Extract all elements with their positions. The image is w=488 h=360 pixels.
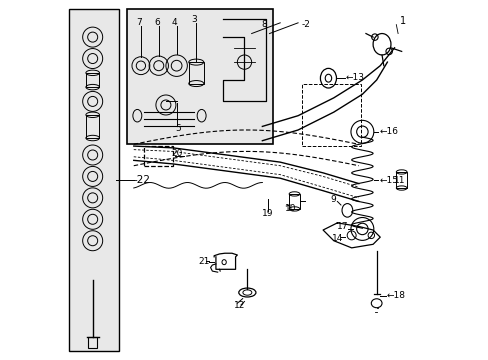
Text: 20: 20 [171, 149, 183, 158]
Bar [86, 73, 99, 87]
Text: ←13: ←13 [345, 73, 364, 82]
Text: 19: 19 [262, 210, 273, 219]
Text: ←15: ←15 [378, 176, 397, 185]
FancyBboxPatch shape [126, 9, 272, 144]
Bar [88, 337, 97, 348]
Text: 11: 11 [393, 176, 405, 185]
Text: 12: 12 [233, 301, 244, 310]
Text: 14: 14 [331, 234, 343, 243]
Text: 17: 17 [337, 222, 348, 231]
Text: 10: 10 [284, 204, 295, 213]
Bar [301, 84, 360, 146]
Text: 4: 4 [172, 18, 177, 27]
Text: ←16: ←16 [378, 127, 397, 136]
Bar [188, 62, 203, 84]
Text: 1: 1 [399, 16, 405, 26]
Text: 9: 9 [329, 195, 335, 204]
FancyBboxPatch shape [69, 9, 119, 351]
Text: ←18: ←18 [386, 291, 405, 300]
Text: 5: 5 [175, 124, 180, 133]
Text: 7: 7 [136, 18, 142, 27]
Text: 6: 6 [154, 18, 160, 27]
Bar [288, 194, 299, 209]
Bar [144, 146, 173, 166]
Text: -2: -2 [301, 20, 310, 29]
Bar [86, 115, 99, 138]
Text: 8: 8 [261, 20, 266, 29]
Bar [395, 172, 406, 188]
Text: 21: 21 [198, 257, 210, 266]
Text: 3: 3 [191, 15, 197, 24]
Text: -22: -22 [134, 175, 150, 185]
